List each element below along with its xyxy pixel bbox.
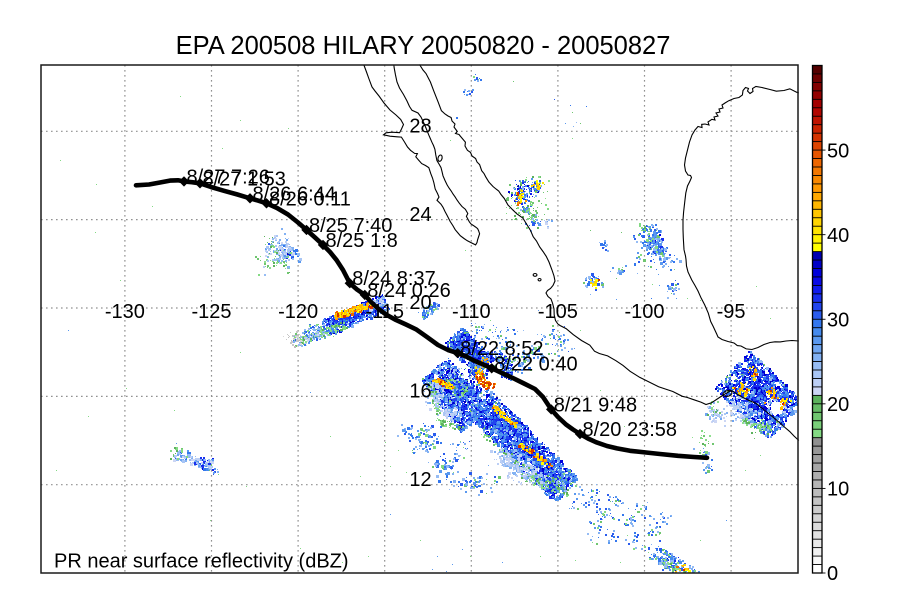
svg-text:PR near surface reflectivity (: PR near surface reflectivity (dBZ) (54, 551, 349, 573)
svg-text:20: 20 (409, 292, 431, 314)
svg-text:12: 12 (409, 469, 431, 491)
svg-text:EPA 200508 HILARY 20050820 - 2: EPA 200508 HILARY 20050820 - 20050827 (176, 32, 671, 60)
svg-text:8/24 8:37: 8/24 8:37 (352, 268, 435, 290)
svg-text:8/22 0:40: 8/22 0:40 (494, 353, 577, 375)
svg-text:24: 24 (409, 204, 431, 226)
svg-text:20: 20 (827, 394, 849, 416)
svg-text:-105: -105 (538, 301, 578, 323)
svg-text:30: 30 (827, 309, 849, 331)
svg-text:8/26 6:44: 8/26 6:44 (253, 183, 336, 205)
svg-text:8/22 8:52: 8/22 8:52 (460, 338, 543, 360)
svg-text:-130: -130 (105, 301, 145, 323)
svg-text:-120: -120 (278, 301, 318, 323)
svg-text:-100: -100 (624, 301, 664, 323)
svg-text:-115: -115 (365, 301, 404, 323)
svg-text:0: 0 (827, 563, 838, 585)
svg-text:8/20 23:58: 8/20 23:58 (583, 419, 678, 441)
svg-text:-125: -125 (191, 301, 231, 323)
svg-text:16: 16 (409, 381, 431, 403)
svg-text:50: 50 (827, 140, 849, 162)
svg-text:8/21 9:48: 8/21 9:48 (554, 394, 637, 416)
svg-text:28: 28 (409, 116, 431, 138)
svg-text:40: 40 (827, 225, 849, 247)
svg-text:8/27 1:53: 8/27 1:53 (203, 168, 286, 190)
svg-text:-95: -95 (717, 301, 746, 323)
svg-text:10: 10 (827, 479, 849, 501)
svg-text:8/27 7:26: 8/27 7:26 (187, 166, 270, 188)
svg-text:8/25 7:40: 8/25 7:40 (309, 215, 392, 237)
svg-text:8/25 1:8: 8/25 1:8 (326, 230, 398, 252)
svg-text:8/24 0:26: 8/24 0:26 (367, 280, 450, 302)
svg-text:-110: -110 (452, 301, 491, 323)
svg-text:8/26 0:11: 8/26 0:11 (269, 188, 351, 210)
